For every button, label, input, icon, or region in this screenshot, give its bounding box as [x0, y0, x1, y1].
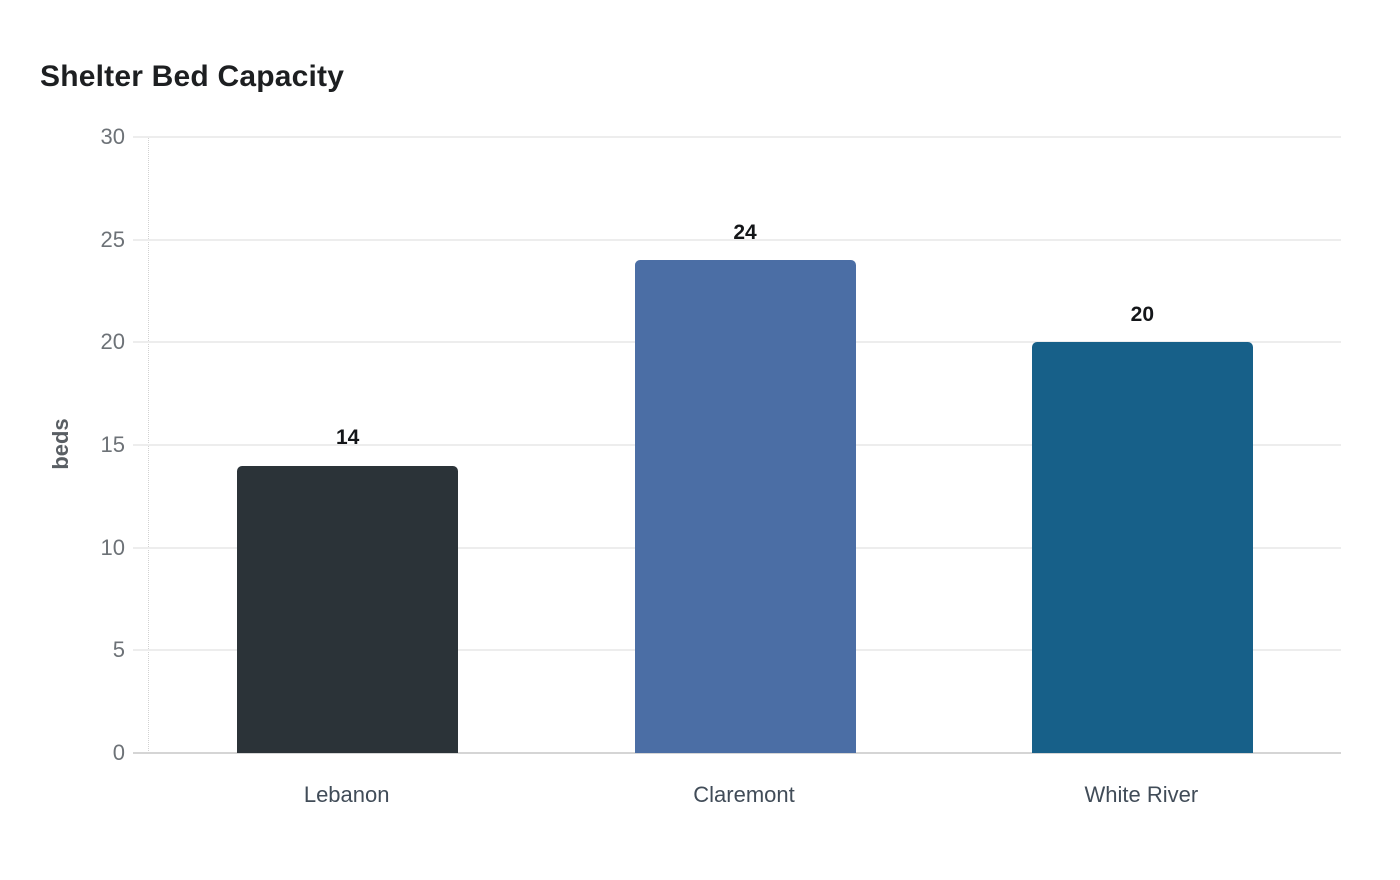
plot-area: 14 24 20 [133, 136, 1341, 754]
bar-white-river [1031, 342, 1253, 753]
gridline-30 [133, 136, 1341, 138]
bar-lebanon [237, 465, 459, 753]
x-tick-label-lebanon: Lebanon [303, 782, 390, 807]
y-tick-label-5: 5 [112, 637, 125, 663]
y-tick-label-10: 10 [100, 534, 125, 560]
value-label-white-river: 20 [1130, 303, 1154, 327]
y-tick-label-0: 0 [112, 740, 125, 765]
value-label-claremont: 24 [733, 221, 757, 245]
y-tick-label-20: 20 [100, 329, 125, 355]
bar-claremont [634, 260, 856, 753]
y-tick-label-25: 25 [100, 226, 125, 252]
gridline-0 [133, 752, 1341, 754]
x-tick-label-claremont: Claremont [693, 782, 795, 807]
y-tick-label-15: 15 [100, 432, 125, 457]
x-tick-label-white-river: White River [1084, 782, 1199, 807]
value-label-lebanon: 14 [335, 426, 360, 450]
y-tick-label-30: 30 [100, 124, 125, 149]
bars-layer: 14 24 20 [149, 137, 1341, 753]
gridline-25 [133, 238, 1341, 241]
chart-title: Shelter Bed Capacity [40, 60, 345, 93]
